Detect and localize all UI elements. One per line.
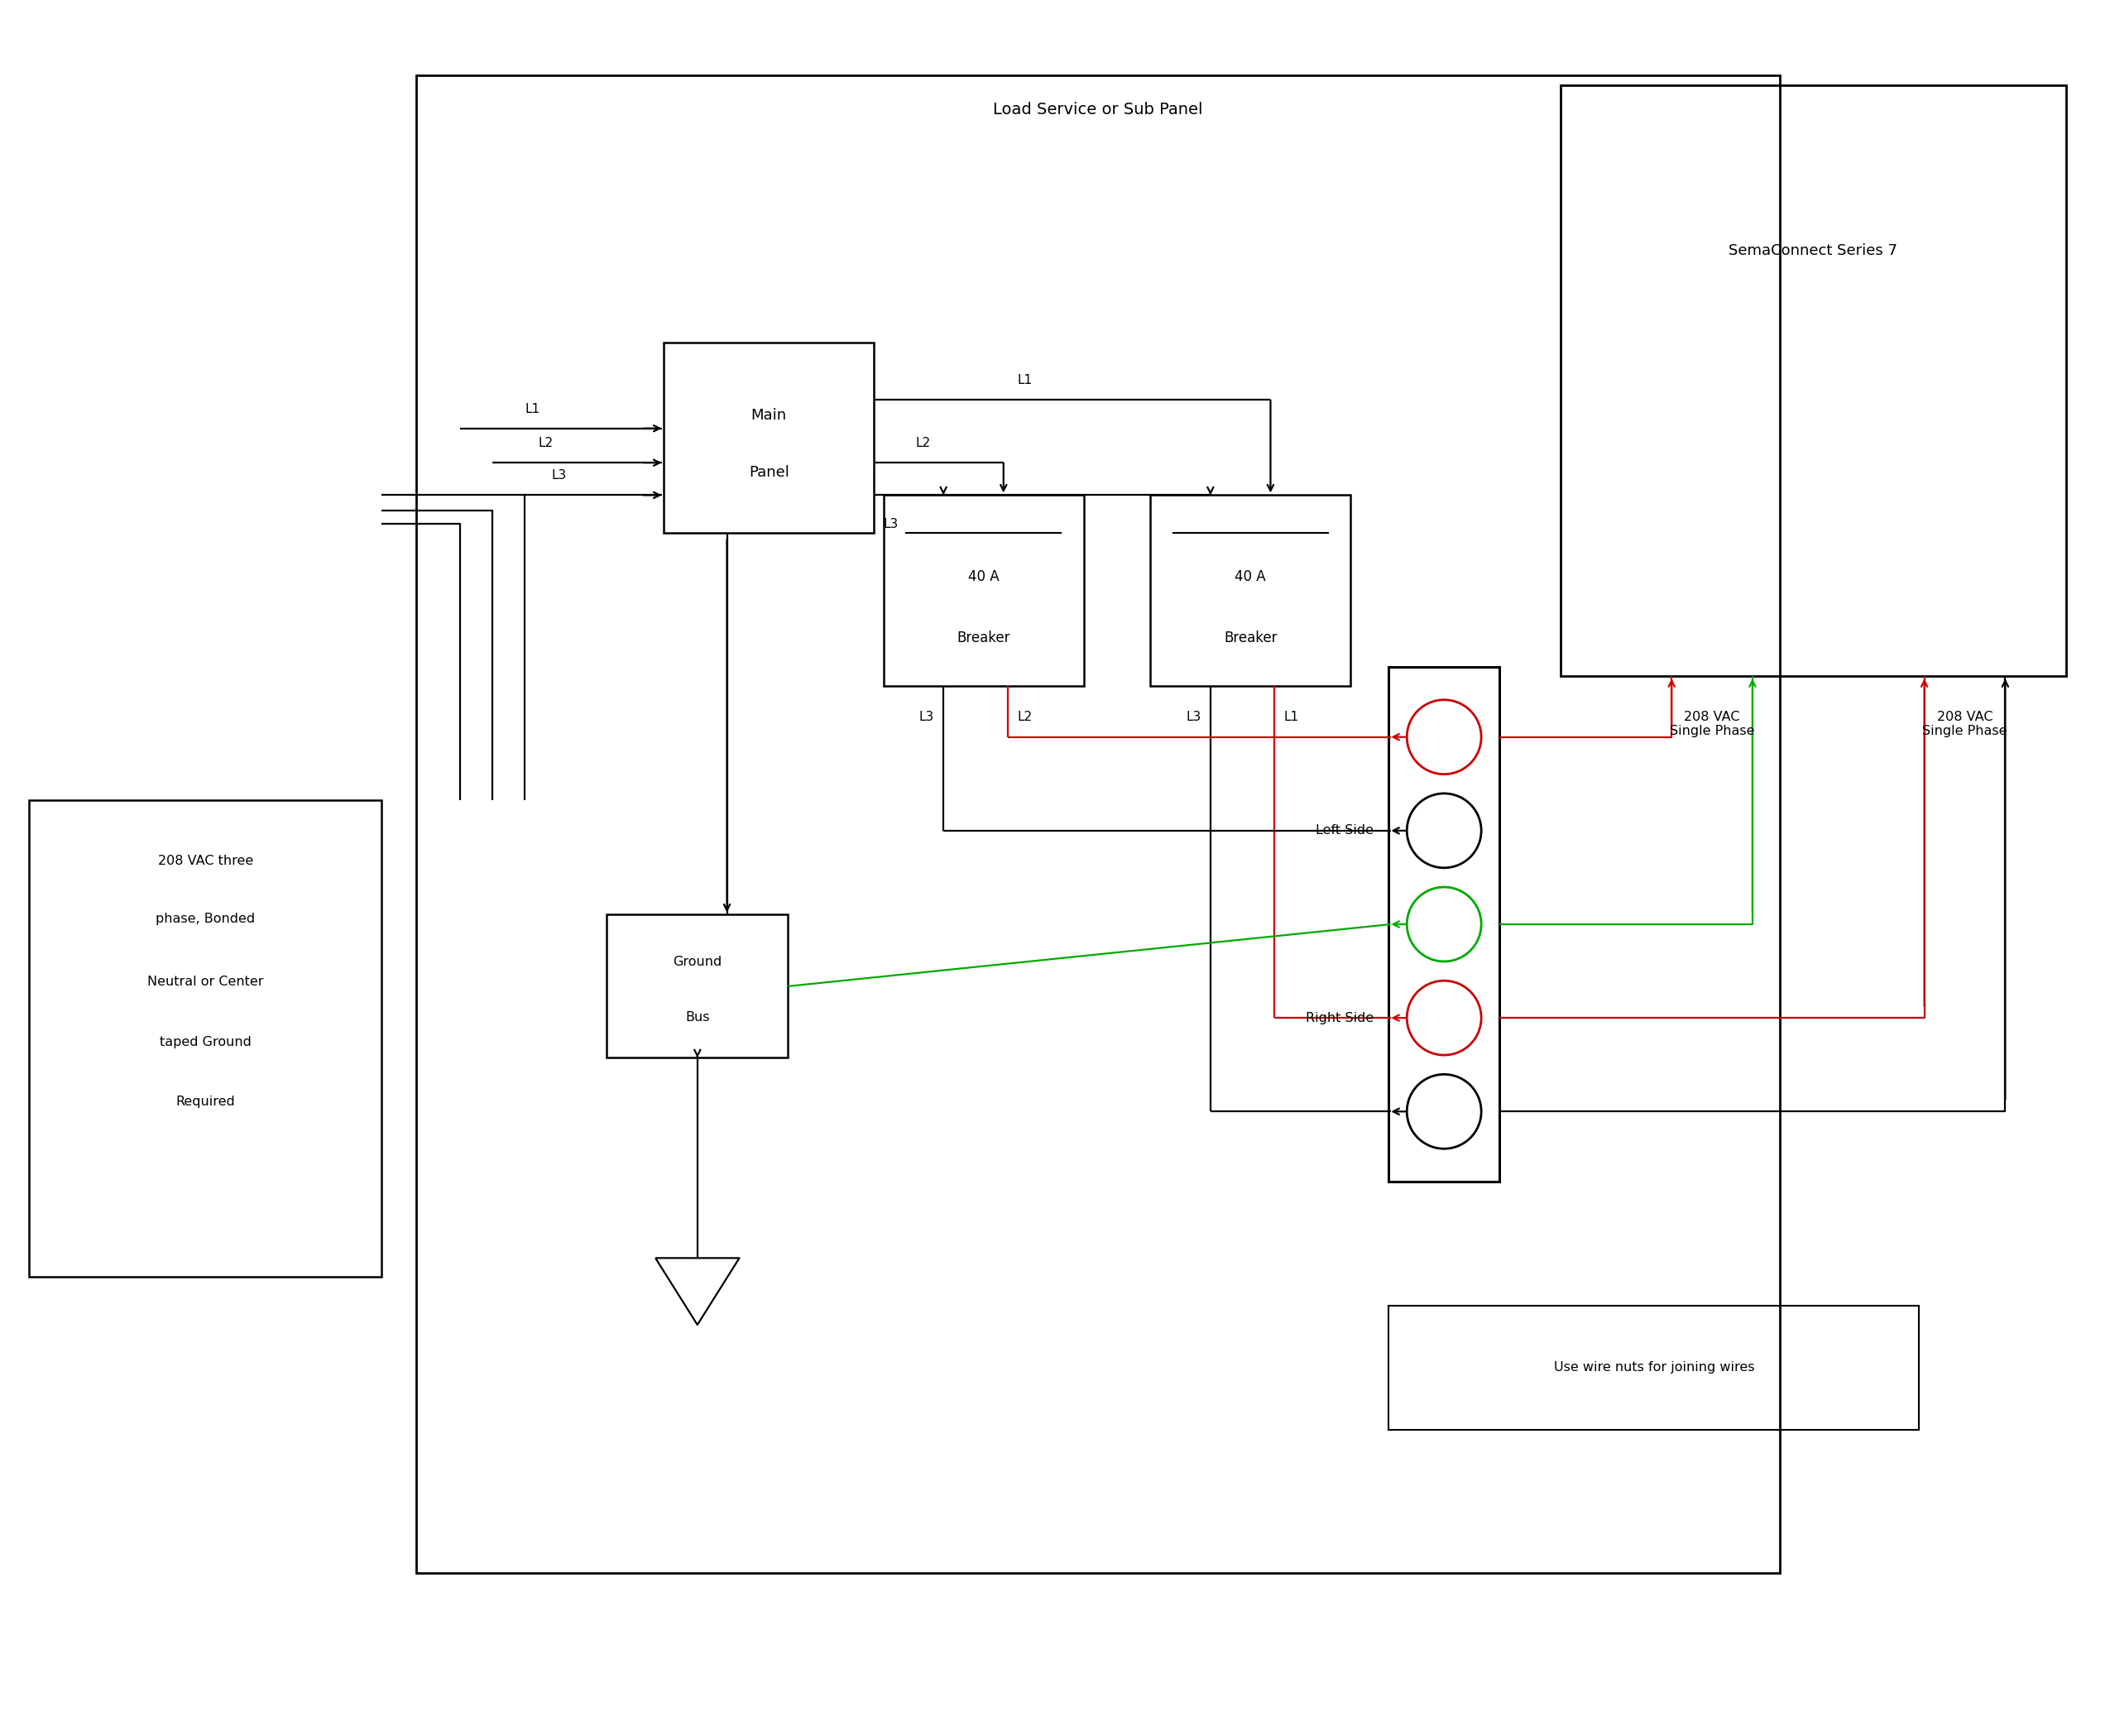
Text: L2: L2 bbox=[916, 437, 931, 450]
Circle shape bbox=[1407, 700, 1481, 774]
Text: L1: L1 bbox=[1017, 373, 1032, 387]
Text: L2: L2 bbox=[1017, 710, 1032, 724]
Bar bbox=[665, 342, 874, 533]
Text: Use wire nuts for joining wires: Use wire nuts for joining wires bbox=[1553, 1361, 1753, 1373]
Bar bbox=[416, 76, 1779, 1573]
Text: L1: L1 bbox=[1285, 710, 1300, 724]
Text: L2: L2 bbox=[538, 437, 553, 450]
Bar bbox=[1561, 85, 2066, 677]
Text: Main: Main bbox=[751, 408, 787, 422]
Bar bbox=[1150, 495, 1350, 686]
Text: phase, Bonded: phase, Bonded bbox=[156, 913, 255, 925]
Text: Ground: Ground bbox=[673, 957, 722, 969]
Circle shape bbox=[1407, 887, 1481, 962]
Bar bbox=[1388, 667, 1500, 1182]
Text: L3: L3 bbox=[884, 517, 899, 531]
Text: 40 A: 40 A bbox=[968, 569, 998, 585]
Text: L3: L3 bbox=[1186, 710, 1201, 724]
Text: L3: L3 bbox=[918, 710, 935, 724]
Text: Neutral or Center: Neutral or Center bbox=[148, 976, 264, 988]
Text: Load Service or Sub Panel: Load Service or Sub Panel bbox=[994, 102, 1203, 118]
Text: 208 VAC three: 208 VAC three bbox=[158, 856, 253, 868]
Text: Bus: Bus bbox=[686, 1012, 709, 1024]
Text: SemaConnect Series 7: SemaConnect Series 7 bbox=[1728, 243, 1897, 259]
Circle shape bbox=[1407, 981, 1481, 1055]
Text: L1: L1 bbox=[525, 403, 540, 415]
Bar bbox=[608, 915, 787, 1057]
Bar bbox=[30, 800, 382, 1278]
Bar bbox=[1388, 1305, 1918, 1430]
Circle shape bbox=[1407, 793, 1481, 868]
Text: Breaker: Breaker bbox=[1224, 630, 1277, 646]
Text: Left Side: Left Side bbox=[1317, 825, 1374, 837]
Text: Right Side: Right Side bbox=[1306, 1012, 1374, 1024]
Text: Required: Required bbox=[175, 1095, 234, 1108]
Text: 208 VAC
Single Phase: 208 VAC Single Phase bbox=[1922, 710, 2007, 738]
Text: Panel: Panel bbox=[749, 465, 789, 479]
Circle shape bbox=[1407, 1075, 1481, 1149]
Text: 208 VAC
Single Phase: 208 VAC Single Phase bbox=[1669, 710, 1753, 738]
Text: 40 A: 40 A bbox=[1234, 569, 1266, 585]
Bar bbox=[884, 495, 1085, 686]
Text: L3: L3 bbox=[551, 469, 568, 483]
Text: taped Ground: taped Ground bbox=[160, 1036, 251, 1049]
Text: Breaker: Breaker bbox=[956, 630, 1011, 646]
